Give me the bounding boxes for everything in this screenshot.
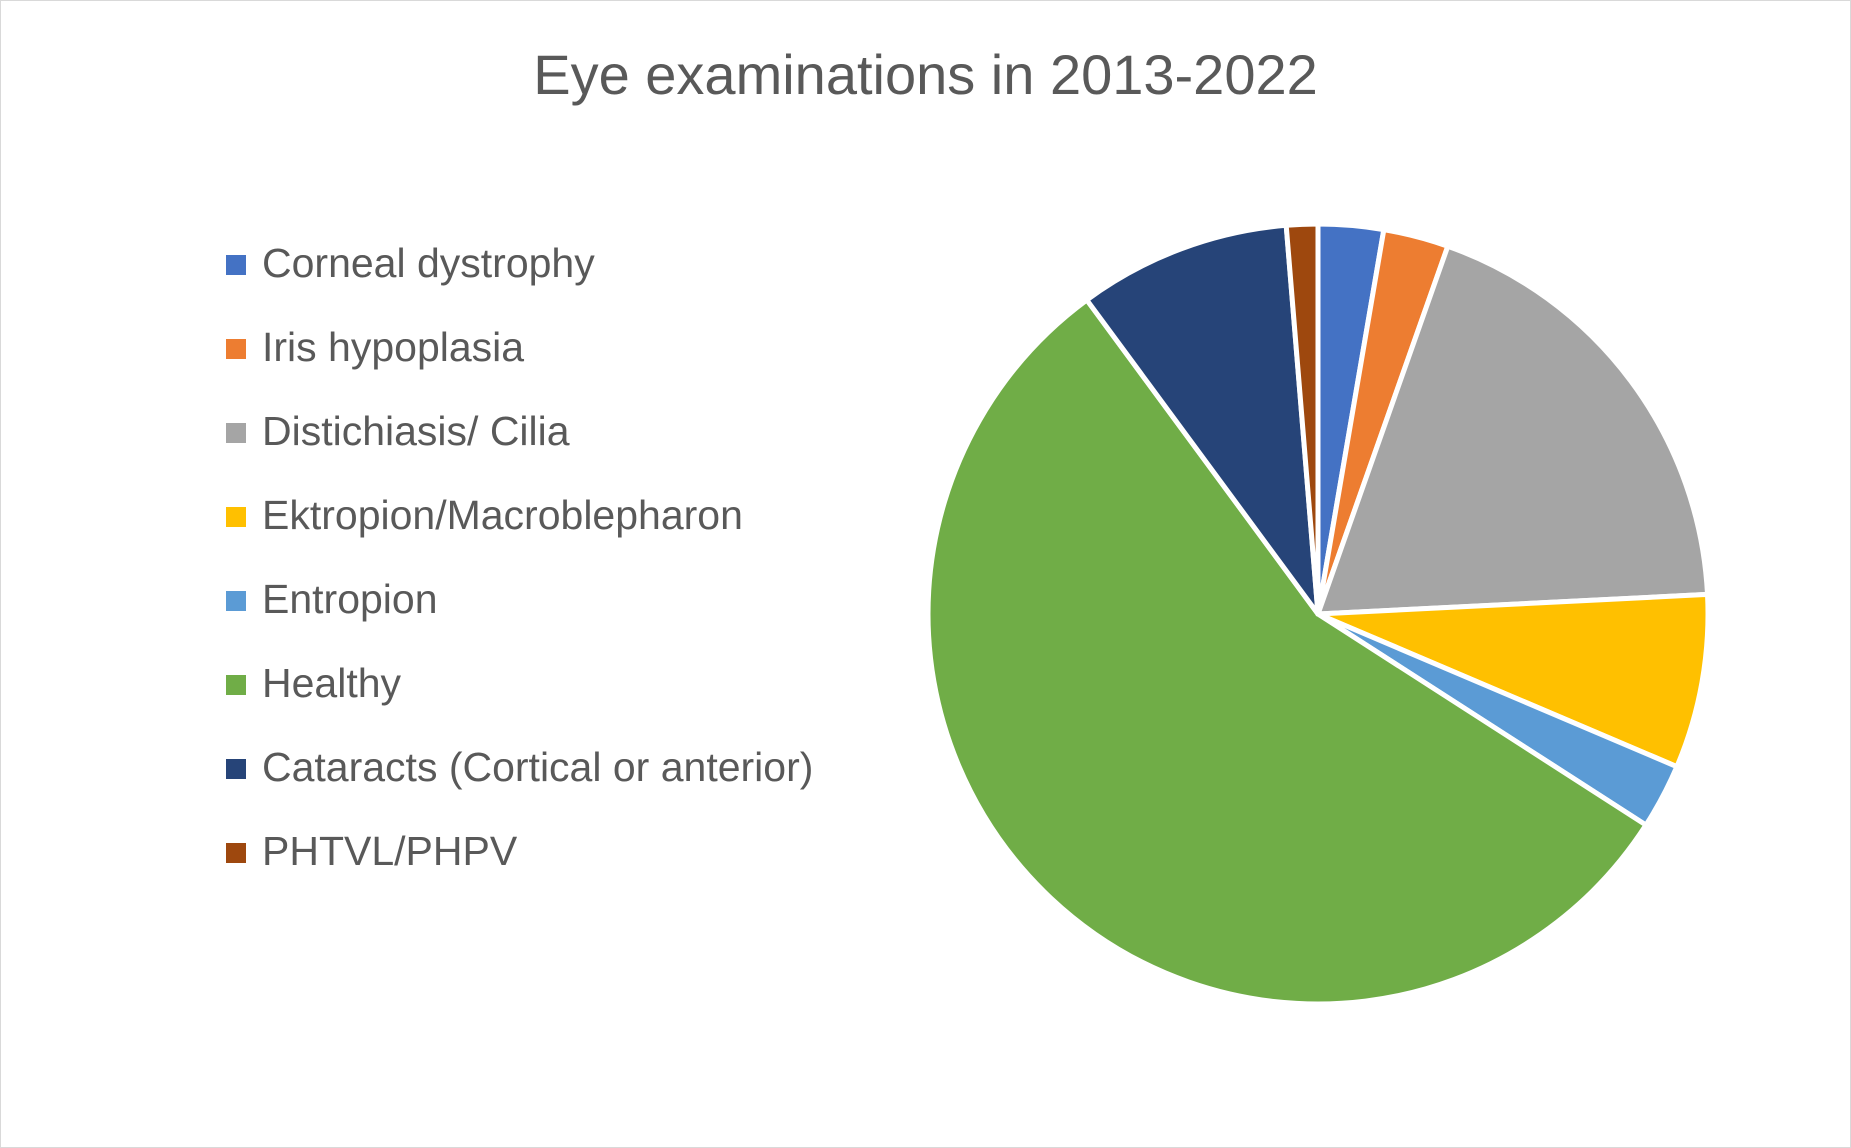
legend-label: PHTVL/PHPV: [262, 828, 518, 874]
legend-swatch: [226, 591, 246, 611]
legend-label: Iris hypoplasia: [262, 324, 525, 370]
pie-slice: [1315, 591, 1711, 770]
legend-label: Distichiasis/ Cilia: [262, 408, 570, 454]
chart-title: Eye examinations in 2013-2022: [533, 43, 1318, 106]
legend-label: Ektropion/Macroblepharon: [262, 492, 743, 538]
legend-swatch: [226, 423, 246, 443]
legend-swatch: [226, 759, 246, 779]
legend-label: Corneal dystrophy: [262, 240, 595, 286]
pie-slice: [925, 297, 1649, 1007]
legend-label: Entropion: [262, 576, 438, 622]
legend-swatch: [226, 339, 246, 359]
legend-label: Healthy: [262, 660, 402, 706]
pie-slice: [1315, 243, 1711, 617]
legend-swatch: [226, 675, 246, 695]
legend-swatch: [226, 843, 246, 863]
legend-label: Cataracts (Cortical or anterior): [262, 744, 814, 790]
legend-swatch: [226, 507, 246, 527]
legend-swatch: [226, 255, 246, 275]
pie-slice: [1084, 222, 1321, 617]
pie-slice: [1283, 221, 1321, 617]
